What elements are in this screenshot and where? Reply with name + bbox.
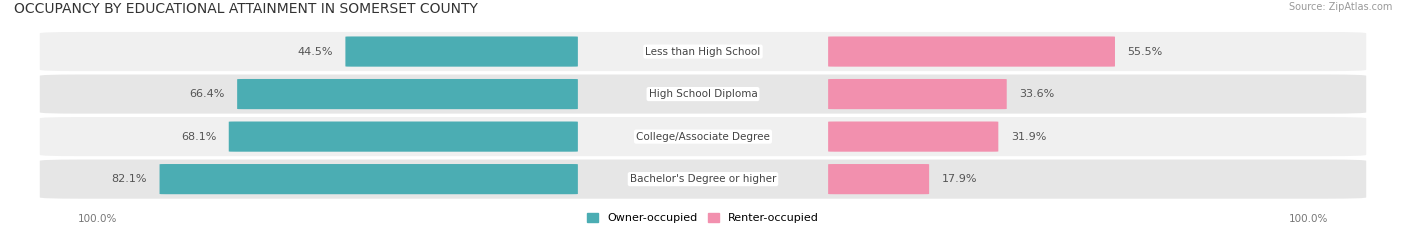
Text: OCCUPANCY BY EDUCATIONAL ATTAINMENT IN SOMERSET COUNTY: OCCUPANCY BY EDUCATIONAL ATTAINMENT IN S… [14,2,478,16]
Text: 33.6%: 33.6% [1019,89,1054,99]
Text: College/Associate Degree: College/Associate Degree [636,132,770,142]
FancyBboxPatch shape [828,36,1115,67]
FancyBboxPatch shape [828,121,998,152]
Text: 82.1%: 82.1% [111,174,148,184]
FancyBboxPatch shape [159,164,578,194]
Text: Bachelor's Degree or higher: Bachelor's Degree or higher [630,174,776,184]
Legend: Owner-occupied, Renter-occupied: Owner-occupied, Renter-occupied [582,208,824,227]
Text: Less than High School: Less than High School [645,47,761,57]
FancyBboxPatch shape [828,164,929,194]
FancyBboxPatch shape [39,75,1367,114]
FancyBboxPatch shape [828,79,1007,109]
Text: 100.0%: 100.0% [77,214,117,224]
FancyBboxPatch shape [229,121,578,152]
Text: 100.0%: 100.0% [1289,214,1329,224]
Text: 55.5%: 55.5% [1128,47,1163,57]
Text: Source: ZipAtlas.com: Source: ZipAtlas.com [1288,2,1392,12]
Text: 44.5%: 44.5% [298,47,333,57]
Text: High School Diploma: High School Diploma [648,89,758,99]
FancyBboxPatch shape [238,79,578,109]
Text: 31.9%: 31.9% [1011,132,1046,142]
FancyBboxPatch shape [39,117,1367,156]
FancyBboxPatch shape [346,36,578,67]
Text: 17.9%: 17.9% [942,174,977,184]
FancyBboxPatch shape [39,32,1367,71]
Text: 68.1%: 68.1% [181,132,217,142]
FancyBboxPatch shape [39,160,1367,199]
Text: 66.4%: 66.4% [190,89,225,99]
